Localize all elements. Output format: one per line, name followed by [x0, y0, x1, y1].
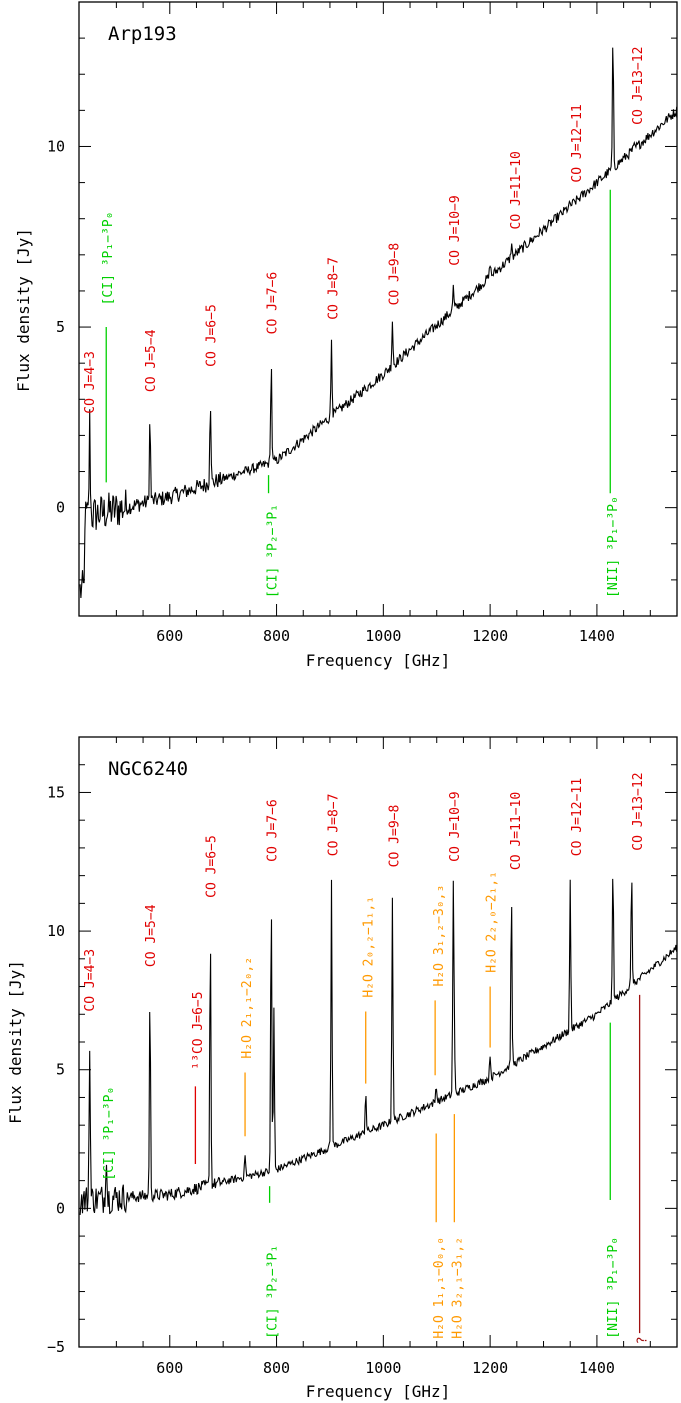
line-label: CO J=13−12 [631, 772, 646, 850]
line-label: H₂O 2₀,₂−1₁,₁ [362, 896, 377, 998]
panel-title: Arp193 [108, 23, 177, 45]
line-label: CO J=4−3 [83, 949, 98, 1012]
x-tick-label: 1200 [472, 627, 508, 645]
x-tick-label: 1000 [365, 627, 401, 645]
line-label: CO J=12−11 [570, 104, 585, 182]
line-label: ¹³CO J=6−5 [191, 991, 206, 1069]
line-label: CO J=11−10 [509, 151, 524, 229]
line-label: CO J=9−8 [387, 243, 402, 306]
y-tick-label: 10 [47, 922, 65, 940]
line-label: CO J=8−7 [326, 794, 341, 857]
line-label: CO J=4−3 [83, 351, 98, 414]
plot-frame [78, 1, 678, 617]
y-tick-label: 10 [47, 137, 65, 155]
line-label: [NII] ³P₁−³P₀ [606, 496, 621, 598]
line-label: CO J=9−8 [387, 805, 402, 868]
y-axis-label: Flux density [Jy] [6, 960, 25, 1124]
y-tick-label: 5 [56, 1061, 65, 1079]
line-label: CO J=10−9 [448, 195, 463, 265]
x-tick-label: 1000 [365, 1359, 401, 1377]
line-label: H₂O 3₂,₁−3₁,₂ [450, 1237, 465, 1339]
line-label: H₂O 2₁,₁−2₀,₂ [240, 957, 255, 1059]
y-axis-label: Flux density [Jy] [14, 228, 33, 392]
x-axis-label: Frequency [GHz] [306, 651, 451, 670]
line-label: CO J=6−5 [205, 835, 220, 898]
x-tick-label: 600 [156, 1359, 183, 1377]
y-tick-label: 5 [56, 318, 65, 336]
line-label: CO J=7−6 [266, 799, 281, 862]
x-tick-label: 600 [156, 627, 183, 645]
line-label: [NII] ³P₁−³P₀ [606, 1237, 621, 1339]
line-label: H₂O 3₁,₂−3₀,₃ [432, 885, 447, 987]
y-tick-label: −5 [47, 1338, 65, 1356]
x-tick-label: 1400 [579, 1359, 615, 1377]
spectrum-line [79, 47, 678, 599]
x-tick-label: 800 [263, 1359, 290, 1377]
x-tick-label: 800 [263, 627, 290, 645]
x-tick-label: 1200 [472, 1359, 508, 1377]
line-label: [CI] ³P₂−³P₁ [266, 1245, 281, 1339]
line-label: CO J=13−12 [631, 47, 646, 125]
line-label: CO J=11−10 [509, 792, 524, 870]
line-label: H₂O 2₂,₀−2₁,₁ [484, 871, 499, 973]
line-label: H₂O 1₁,₁−0₀,₀ [432, 1237, 447, 1339]
line-label: [CI] ³P₂−³P₁ [266, 504, 281, 598]
line-label: ? [636, 1336, 651, 1344]
x-tick-label: 1400 [579, 627, 615, 645]
line-label: CO J=8−7 [326, 257, 341, 320]
panel-ngc6240: NGC6240 Frequency [GHz] Flux density [Jy… [6, 736, 678, 1401]
line-label: CO J=10−9 [448, 791, 463, 861]
line-label: CO J=5−4 [144, 904, 159, 967]
y-tick-label: 0 [56, 1199, 65, 1217]
spectrum-line [79, 878, 678, 1215]
line-label: CO J=7−6 [266, 272, 281, 335]
panel-arp193: Arp193 Frequency [GHz] Flux density [Jy]… [14, 1, 678, 670]
line-label: CO J=6−5 [205, 304, 220, 367]
y-tick-label: 0 [56, 499, 65, 517]
line-label: [CI] ³P₁−³P₀ [101, 211, 116, 305]
y-tick-label: 15 [47, 783, 65, 801]
panel-title: NGC6240 [108, 758, 188, 780]
line-label: [CI] ³P₁−³P₀ [102, 1087, 117, 1181]
line-label: CO J=12−11 [570, 778, 585, 856]
x-axis-label: Frequency [GHz] [306, 1382, 451, 1401]
line-label: CO J=5−4 [144, 329, 159, 392]
